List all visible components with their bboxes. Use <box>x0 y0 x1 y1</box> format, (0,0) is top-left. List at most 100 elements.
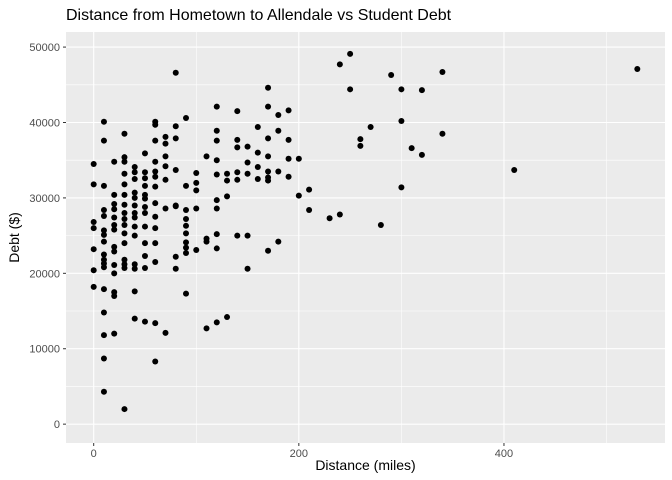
data-point <box>121 216 128 223</box>
data-point <box>183 290 190 297</box>
data-point <box>152 183 159 190</box>
data-point <box>131 194 138 201</box>
data-point <box>172 253 179 260</box>
data-point <box>244 232 251 239</box>
data-point <box>203 238 210 245</box>
data-point <box>111 206 118 213</box>
data-point <box>172 69 179 76</box>
y-axis: 0 10000 20000 30000 40000 50000 <box>29 42 66 431</box>
data-point <box>172 123 179 130</box>
data-point <box>439 130 446 137</box>
data-point <box>408 145 415 152</box>
data-point <box>234 108 241 115</box>
data-point <box>306 206 313 213</box>
data-point <box>265 84 272 91</box>
data-point <box>131 223 138 230</box>
data-point <box>100 227 107 234</box>
data-point <box>111 222 118 229</box>
data-point <box>183 216 190 223</box>
data-point <box>234 144 241 151</box>
data-point <box>183 244 190 251</box>
y-tick-label: 20000 <box>29 268 60 280</box>
data-point <box>90 283 97 290</box>
data-point <box>213 245 220 252</box>
data-point <box>152 137 159 144</box>
minor-gridlines <box>66 32 665 443</box>
data-point <box>111 262 118 269</box>
data-point <box>121 130 128 137</box>
data-point <box>90 181 97 188</box>
data-point <box>183 230 190 237</box>
data-point <box>131 163 138 170</box>
data-point <box>90 219 97 226</box>
data-point <box>111 292 118 299</box>
data-point <box>183 182 190 189</box>
data-point <box>100 213 107 220</box>
data-point <box>254 149 261 156</box>
data-point <box>275 111 282 118</box>
data-point <box>398 86 405 93</box>
data-point <box>100 238 107 245</box>
data-point <box>152 225 159 232</box>
data-point <box>193 179 200 186</box>
data-point <box>100 182 107 189</box>
data-point <box>183 114 190 121</box>
data-point <box>111 158 118 165</box>
data-point <box>152 259 159 266</box>
data-point <box>634 65 641 72</box>
y-tick-label: 0 <box>54 419 60 431</box>
data-point <box>254 163 261 170</box>
data-point <box>100 264 107 271</box>
x-tick-label: 200 <box>290 448 308 460</box>
data-point <box>193 170 200 177</box>
data-point <box>100 206 107 213</box>
data-point <box>100 137 107 144</box>
data-point <box>265 247 272 254</box>
data-point <box>511 167 518 174</box>
data-point <box>265 103 272 110</box>
data-point <box>234 232 241 239</box>
data-point <box>183 239 190 246</box>
data-point <box>100 355 107 362</box>
data-point <box>213 319 220 326</box>
data-point <box>285 107 292 114</box>
data-point <box>377 222 384 229</box>
data-point <box>275 127 282 134</box>
data-point <box>121 406 128 413</box>
data-point <box>111 270 118 277</box>
data-point <box>418 87 425 94</box>
data-point <box>152 240 159 247</box>
y-tick-label: 40000 <box>29 117 60 129</box>
data-point <box>162 205 169 212</box>
data-point <box>203 153 210 160</box>
data-point <box>141 240 148 247</box>
data-point <box>141 195 148 202</box>
data-point <box>224 314 231 321</box>
data-point <box>121 265 128 272</box>
data-point <box>234 169 241 176</box>
data-point <box>367 124 374 131</box>
x-axis: 0 200 400 <box>91 443 513 460</box>
data-point <box>111 248 118 255</box>
data-point <box>131 169 138 176</box>
data-point <box>285 155 292 162</box>
x-tick-label: 0 <box>91 448 97 460</box>
data-point <box>121 191 128 198</box>
data-point <box>162 329 169 336</box>
data-point <box>244 143 251 150</box>
data-point <box>152 320 159 327</box>
data-point <box>131 209 138 216</box>
data-point <box>111 330 118 337</box>
data-point <box>121 222 128 229</box>
data-point <box>131 265 138 272</box>
data-point <box>152 358 159 365</box>
data-point <box>131 232 138 239</box>
data-point <box>131 315 138 322</box>
data-point <box>100 118 107 125</box>
data-point <box>234 176 241 183</box>
y-tick-label: 30000 <box>29 193 60 205</box>
y-tick-label: 50000 <box>29 42 60 54</box>
data-point <box>265 177 272 184</box>
plot-panel <box>66 32 665 443</box>
